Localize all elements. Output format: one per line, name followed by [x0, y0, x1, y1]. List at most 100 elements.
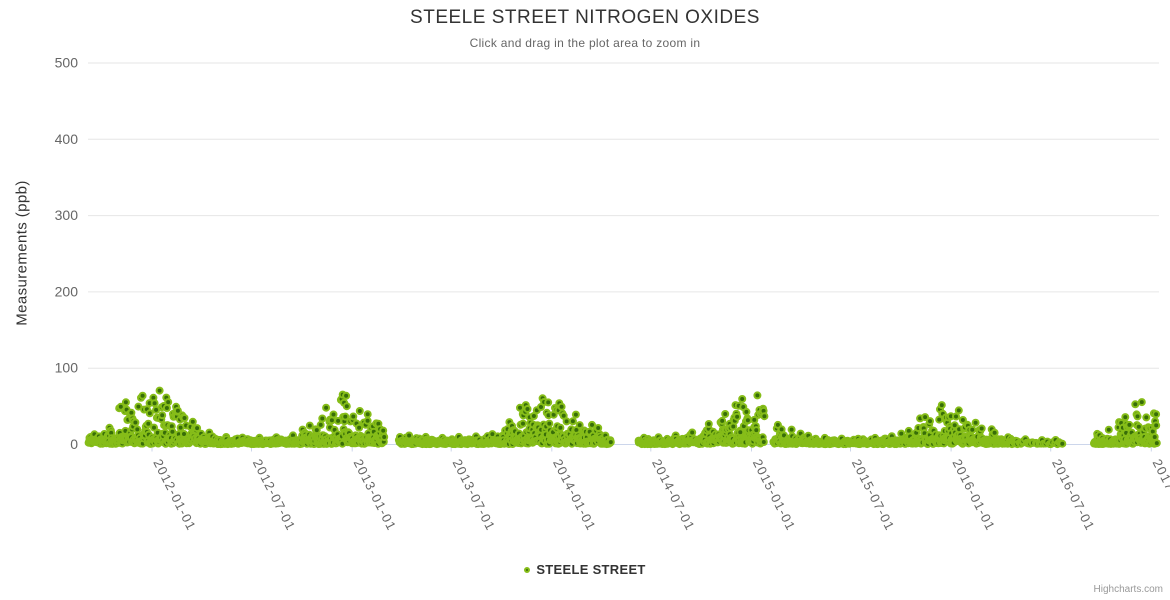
x-axis-label: 2014-07-01 — [649, 457, 698, 534]
data-point[interactable] — [1121, 413, 1130, 422]
data-point[interactable] — [349, 412, 358, 421]
data-point[interactable] — [131, 418, 140, 427]
legend-label: STEELE STREET — [536, 562, 646, 577]
x-axis-label: 2013-07-01 — [450, 457, 499, 534]
data-point[interactable] — [158, 411, 167, 420]
x-axis-label: 2015-07-01 — [849, 457, 898, 534]
data-point[interactable] — [990, 428, 999, 437]
data-point[interactable] — [138, 391, 147, 400]
data-point[interactable] — [733, 412, 742, 421]
y-axis-label: 0 — [70, 436, 78, 452]
data-point[interactable] — [1152, 410, 1161, 419]
data-point[interactable] — [529, 412, 538, 420]
chart-title: STEELE STREET NITROGEN OXIDES — [410, 7, 760, 28]
x-axis-label: 2012-07-01 — [250, 457, 299, 534]
data-point[interactable] — [1137, 398, 1146, 407]
data-point[interactable] — [688, 428, 697, 437]
y-axis-label: 500 — [55, 55, 79, 71]
data-point[interactable] — [606, 438, 615, 447]
x-axis-label: 2017-01-01 — [1150, 457, 1170, 534]
data-point[interactable] — [316, 420, 325, 429]
data-point[interactable] — [759, 438, 768, 446]
data-point[interactable] — [355, 407, 364, 415]
data-point[interactable] — [545, 419, 554, 428]
data-point[interactable] — [168, 427, 177, 436]
data-point[interactable] — [342, 402, 351, 411]
data-point[interactable] — [557, 402, 566, 411]
data-point[interactable] — [958, 416, 967, 424]
data-point[interactable] — [1104, 425, 1113, 434]
data-point[interactable] — [1134, 422, 1143, 431]
data-point[interactable] — [363, 410, 372, 419]
data-point[interactable] — [753, 391, 762, 400]
data-point[interactable] — [556, 423, 565, 432]
x-axis-label: 2016-01-01 — [949, 457, 998, 534]
x-axis-label: 2015-01-01 — [750, 457, 799, 534]
data-point[interactable] — [1131, 400, 1140, 409]
data-point[interactable] — [121, 398, 130, 407]
data-point[interactable] — [752, 426, 761, 435]
data-point[interactable] — [575, 421, 584, 430]
data-point[interactable] — [718, 416, 727, 425]
data-point[interactable] — [571, 410, 580, 419]
data-point[interactable] — [134, 402, 143, 411]
data-point[interactable] — [180, 414, 189, 422]
data-point[interactable] — [1058, 439, 1067, 448]
data-point[interactable] — [1133, 412, 1142, 421]
legend-item-steele-street[interactable]: STEELE STREET — [524, 562, 645, 577]
data-point[interactable] — [193, 424, 202, 433]
data-point[interactable] — [1152, 439, 1161, 448]
data-point[interactable] — [155, 386, 164, 395]
data-point[interactable] — [1152, 421, 1161, 430]
data-point[interactable] — [738, 395, 747, 403]
scatter-series-steele-street[interactable] — [84, 386, 1161, 449]
x-axis-label: 2016-07-01 — [1049, 457, 1098, 534]
data-point[interactable] — [523, 405, 532, 413]
data-point[interactable] — [954, 406, 963, 415]
data-point[interactable] — [341, 412, 350, 421]
data-point[interactable] — [968, 425, 977, 434]
data-point[interactable] — [329, 410, 338, 419]
data-point[interactable] — [742, 407, 751, 416]
data-point[interactable] — [145, 409, 154, 418]
legend-marker-icon — [524, 566, 531, 573]
data-point[interactable] — [562, 417, 571, 426]
data-point[interactable] — [342, 391, 351, 400]
data-point[interactable] — [173, 406, 182, 415]
data-point[interactable] — [721, 410, 730, 418]
chart-subtitle: Click and drag in the plot area to zoom … — [469, 36, 701, 50]
data-point[interactable] — [1125, 420, 1134, 429]
data-point[interactable] — [760, 412, 769, 421]
data-point[interactable] — [952, 412, 960, 421]
credits-link[interactable]: Highcharts.com — [1093, 584, 1163, 595]
data-point[interactable] — [568, 417, 577, 426]
data-point[interactable] — [743, 416, 752, 425]
data-point[interactable] — [305, 421, 314, 430]
data-point[interactable] — [787, 425, 796, 434]
data-point[interactable] — [318, 414, 327, 423]
y-axis-labels: 0 100 200 300 400 500 — [55, 55, 79, 453]
data-point[interactable] — [977, 424, 986, 433]
data-point[interactable] — [322, 403, 331, 412]
data-point[interactable] — [150, 399, 159, 408]
data-point[interactable] — [926, 417, 934, 426]
data-point[interactable] — [921, 413, 930, 422]
data-point[interactable] — [937, 401, 946, 410]
data-point[interactable] — [379, 426, 388, 435]
data-point[interactable] — [544, 398, 553, 407]
data-point[interactable] — [588, 420, 596, 429]
data-point[interactable] — [704, 420, 713, 428]
data-point[interactable] — [1142, 413, 1151, 422]
data-point[interactable] — [363, 416, 372, 425]
data-point[interactable] — [971, 418, 980, 427]
data-point[interactable] — [594, 424, 603, 432]
legend: STEELE STREET — [0, 562, 1170, 577]
data-point[interactable] — [355, 423, 364, 432]
data-point[interactable] — [519, 419, 527, 428]
data-point[interactable] — [188, 417, 197, 426]
data-point[interactable] — [150, 423, 158, 432]
data-point[interactable] — [144, 419, 153, 428]
data-point[interactable] — [380, 433, 389, 441]
data-point[interactable] — [164, 398, 173, 407]
